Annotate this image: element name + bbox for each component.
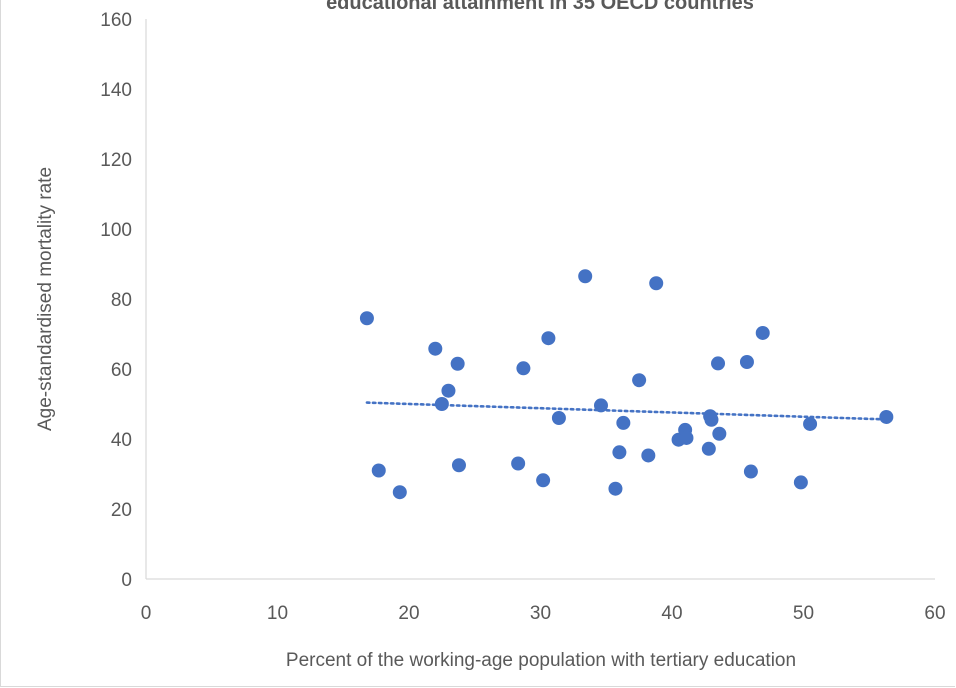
data-point xyxy=(372,464,386,478)
data-point xyxy=(711,356,725,370)
x-tick-label: 0 xyxy=(141,603,152,624)
data-point xyxy=(803,417,817,431)
data-point xyxy=(452,458,466,472)
data-point xyxy=(516,361,530,375)
x-tick-label: 10 xyxy=(267,603,288,624)
data-point xyxy=(641,448,655,462)
data-point xyxy=(649,276,663,290)
y-tick-label: 60 xyxy=(111,360,132,381)
data-point xyxy=(511,457,525,471)
data-point xyxy=(541,331,555,345)
y-tick-label: 80 xyxy=(111,290,132,311)
data-point xyxy=(712,427,726,441)
data-point xyxy=(756,326,770,340)
chart-title: educational attainment in 35 OECD countr… xyxy=(326,0,754,14)
data-point xyxy=(794,475,808,489)
data-point xyxy=(441,384,455,398)
data-point xyxy=(704,413,718,427)
y-tick-label: 120 xyxy=(100,150,132,171)
data-point xyxy=(616,416,630,430)
data-point xyxy=(451,357,465,371)
data-point xyxy=(702,442,716,456)
data-point xyxy=(578,269,592,283)
data-point xyxy=(744,465,758,479)
y-axis-title: Age-standardised mortality rate xyxy=(35,167,56,431)
data-point xyxy=(428,342,442,356)
data-point xyxy=(360,311,374,325)
x-tick-label: 50 xyxy=(793,603,814,624)
data-point xyxy=(608,482,622,496)
y-tick-label: 20 xyxy=(111,500,132,521)
data-point xyxy=(879,410,893,424)
data-point xyxy=(612,445,626,459)
data-point xyxy=(679,431,693,445)
data-point xyxy=(632,373,646,387)
x-axis-title: Percent of the working-age population wi… xyxy=(286,650,796,671)
data-points xyxy=(360,269,893,499)
data-point xyxy=(536,473,550,487)
data-point xyxy=(552,411,566,425)
y-tick-label: 140 xyxy=(100,80,132,101)
data-point xyxy=(594,398,608,412)
y-tick-label: 0 xyxy=(121,570,132,591)
x-tick-label: 30 xyxy=(530,603,551,624)
x-tick-label: 40 xyxy=(661,603,682,624)
data-point xyxy=(740,355,754,369)
y-tick-label: 100 xyxy=(100,220,132,241)
y-tick-label: 40 xyxy=(111,430,132,451)
y-tick-label: 160 xyxy=(100,10,132,31)
data-point xyxy=(435,397,449,411)
x-tick-label: 60 xyxy=(924,603,945,624)
data-point xyxy=(393,485,407,499)
x-tick-label: 20 xyxy=(398,603,419,624)
axes: 0 20 40 60 80 100 120 140 160 0 10 20 30 40 50 60 xyxy=(100,10,945,624)
